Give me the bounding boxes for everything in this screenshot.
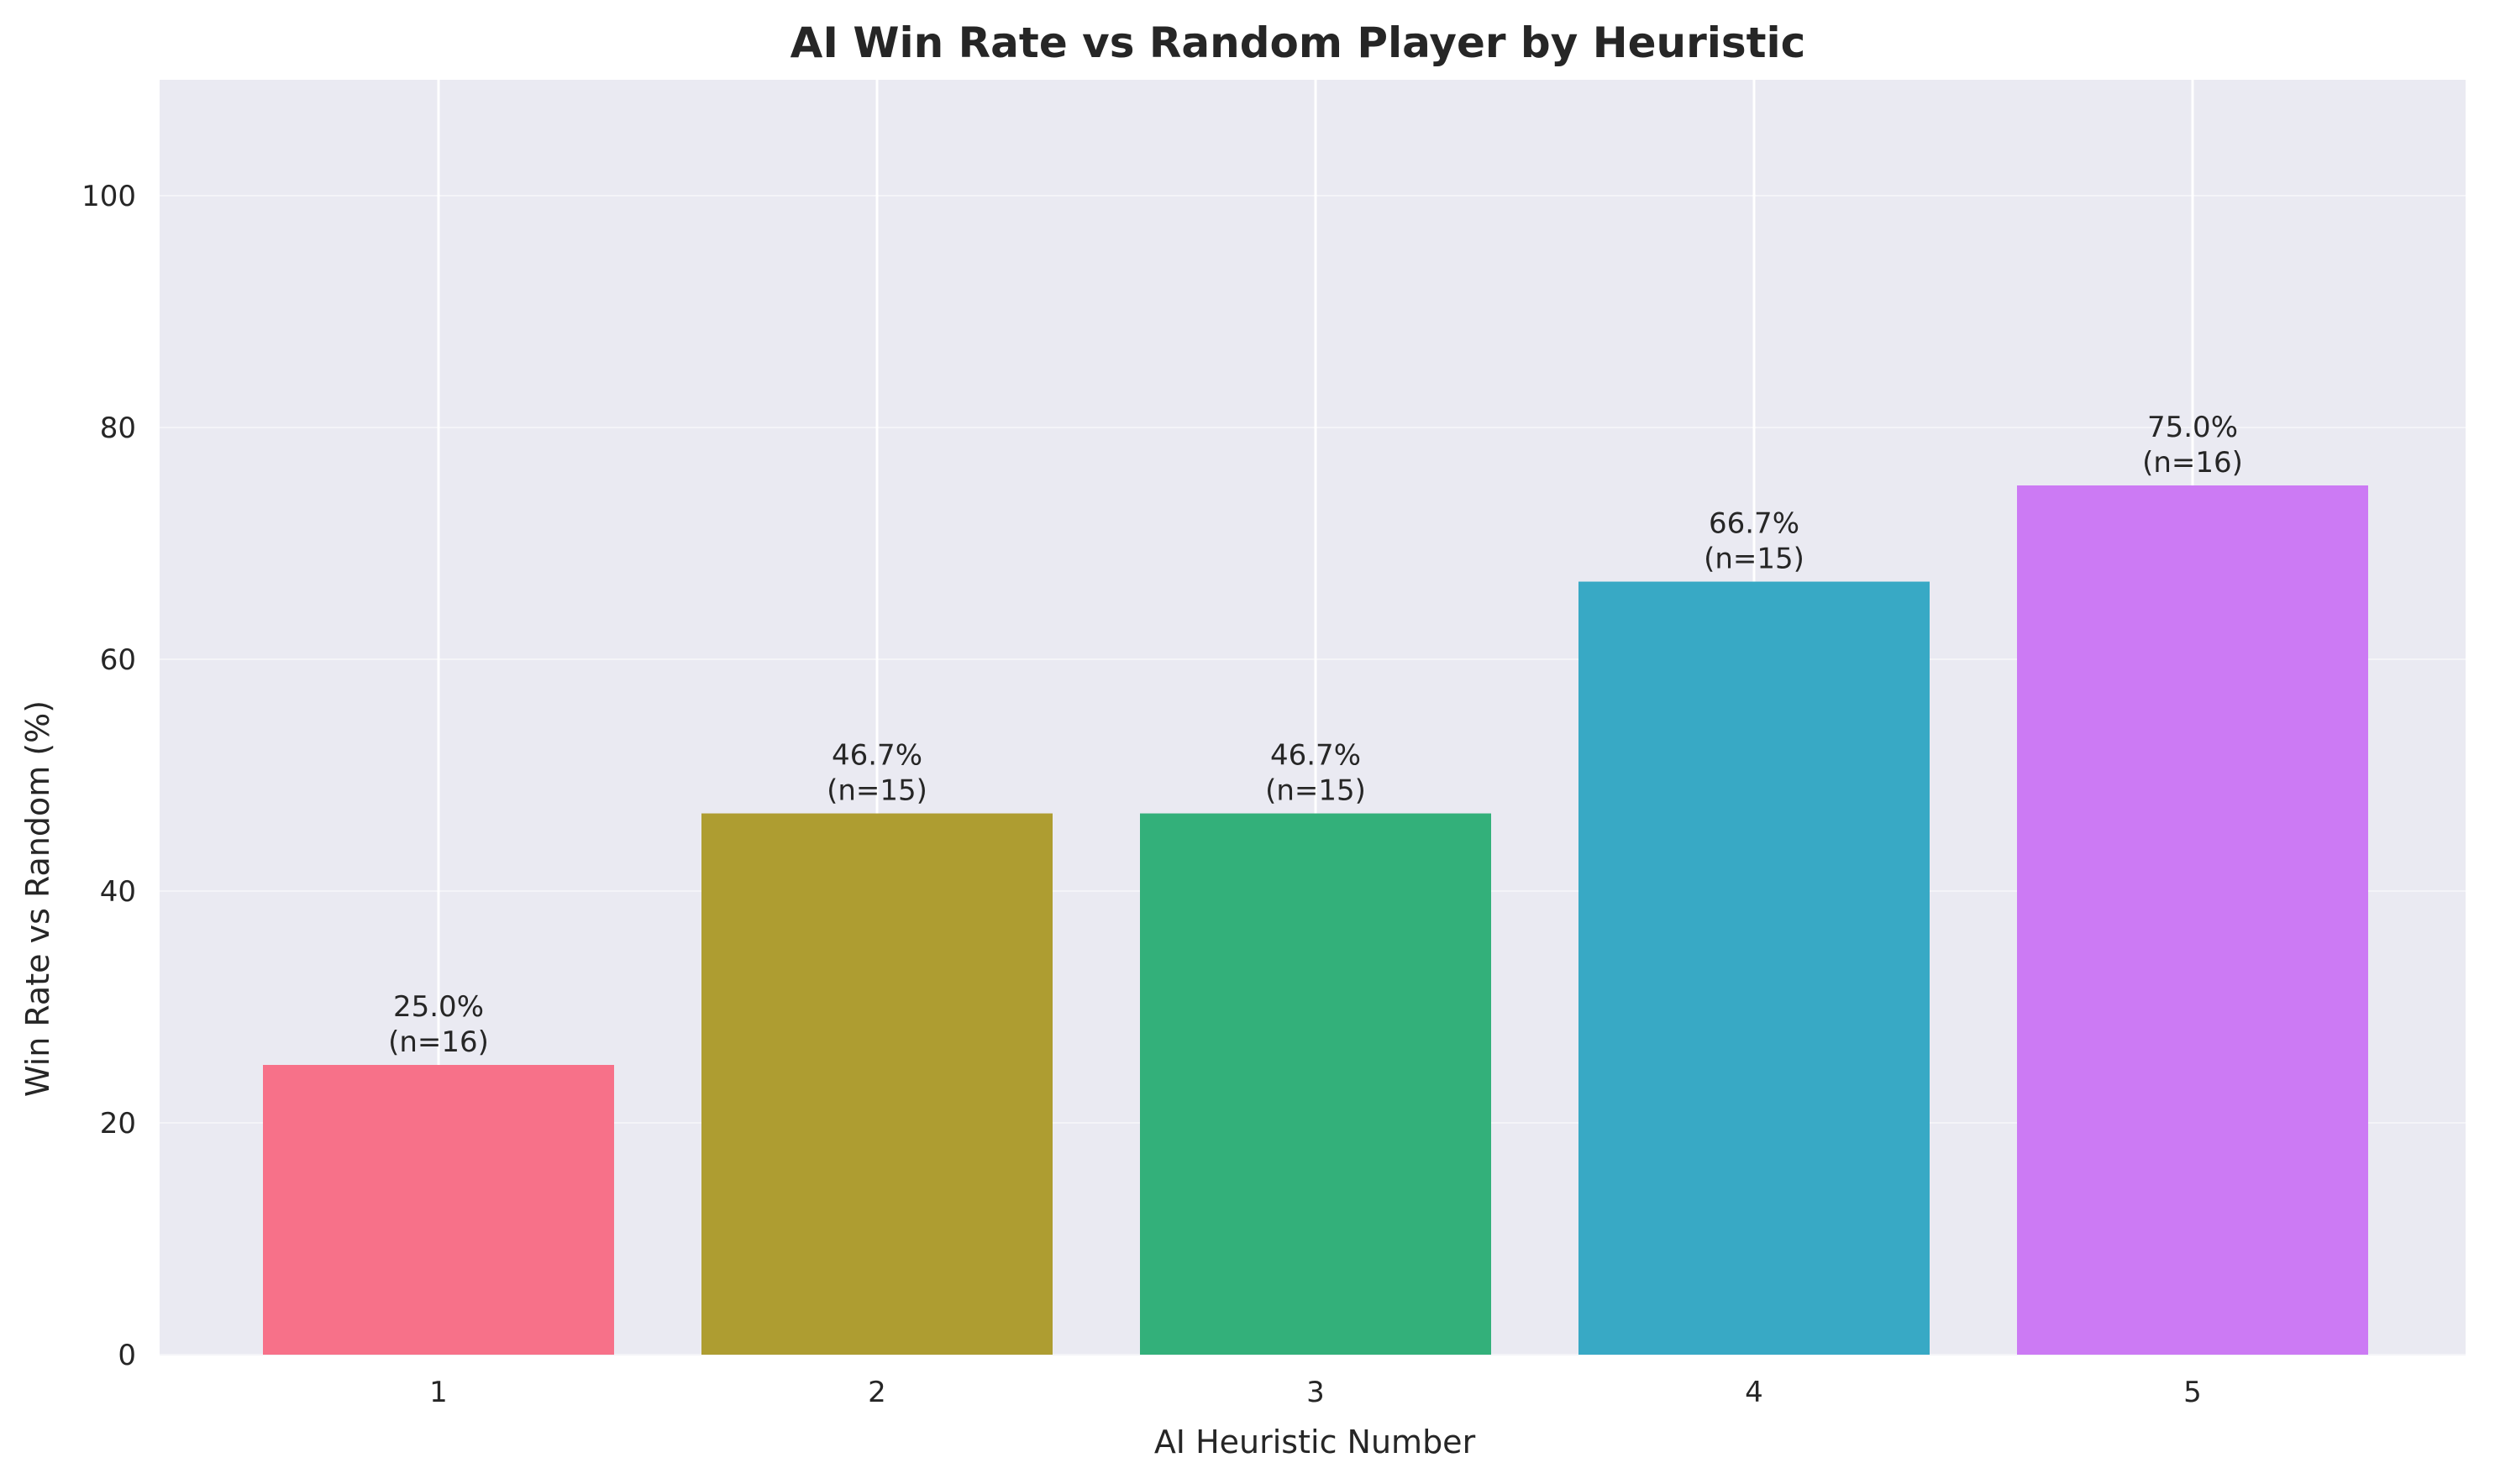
- bar-value-label: 46.7%: [832, 739, 922, 773]
- bar-value-labels: 25.0%(n=16)46.7%(n=15)46.7%(n=15)66.7%(n…: [388, 411, 2243, 1059]
- bar-value-label: 66.7%: [1709, 507, 1799, 541]
- x-tick-label: 2: [868, 1376, 886, 1409]
- bar-n-label: (n=16): [388, 1025, 489, 1059]
- bar-value-label: 75.0%: [2147, 411, 2238, 444]
- bar: [263, 1065, 614, 1355]
- x-tick-label: 1: [429, 1376, 448, 1409]
- bar-value-label: 46.7%: [1270, 739, 1361, 773]
- x-tick-label: 4: [1745, 1376, 1763, 1409]
- bar: [1578, 581, 1930, 1355]
- y-tick-label: 80: [100, 412, 136, 445]
- x-tick-label: 3: [1306, 1376, 1325, 1409]
- y-tick-label: 100: [81, 180, 136, 213]
- bar: [2017, 485, 2368, 1355]
- x-axis-label: AI Heuristic Number: [1154, 1424, 1476, 1460]
- y-tick-label: 20: [100, 1107, 136, 1141]
- bar-value-label: 25.0%: [393, 990, 484, 1024]
- y-tick-label: 60: [100, 643, 136, 677]
- y-axis-label: Win Rate vs Random (%): [19, 700, 56, 1097]
- bar: [701, 813, 1053, 1355]
- bars: [263, 485, 2368, 1355]
- bar-n-label: (n=16): [2142, 446, 2243, 480]
- x-tick-label: 5: [2183, 1376, 2202, 1409]
- x-axis-ticks: 1 2 3 4 5: [429, 1376, 2202, 1409]
- bar-n-label: (n=15): [1265, 774, 1366, 808]
- chart-title: AI Win Rate vs Random Player by Heuristi…: [791, 18, 1806, 67]
- y-tick-label: 0: [118, 1339, 136, 1372]
- bar-n-label: (n=15): [827, 774, 927, 808]
- y-tick-label: 40: [100, 875, 136, 909]
- bar-n-label: (n=15): [1704, 543, 1804, 576]
- bar: [1140, 813, 1491, 1355]
- y-axis-ticks: 0 20 40 60 80 100: [81, 180, 136, 1372]
